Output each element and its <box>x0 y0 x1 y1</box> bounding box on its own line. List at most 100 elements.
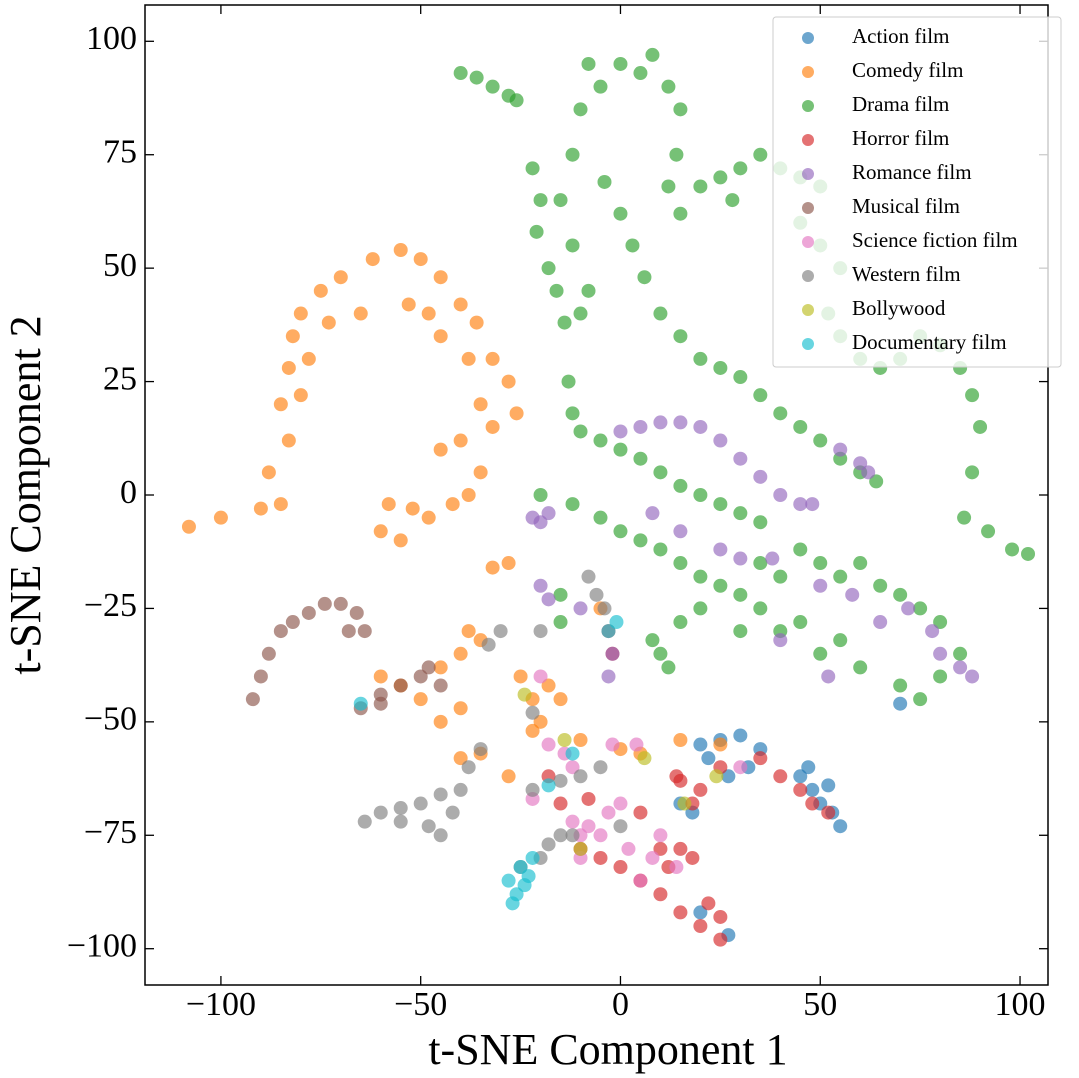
point <box>965 388 980 403</box>
point <box>461 488 476 502</box>
point <box>313 283 328 298</box>
point <box>629 737 644 752</box>
point <box>293 388 308 403</box>
point <box>433 329 448 344</box>
point <box>673 556 688 571</box>
legend-label: Action film <box>852 24 949 48</box>
point <box>573 424 588 439</box>
point <box>845 587 860 602</box>
point <box>533 624 548 639</box>
point <box>653 841 668 856</box>
y-tick-label: 25 <box>103 360 137 397</box>
point <box>549 283 564 298</box>
point <box>561 374 576 389</box>
point <box>1005 542 1020 557</box>
point <box>261 465 276 480</box>
point <box>773 569 788 584</box>
point <box>753 601 768 616</box>
point <box>553 796 568 811</box>
point <box>713 497 728 512</box>
point <box>633 66 648 81</box>
point <box>453 782 468 797</box>
point <box>513 669 528 684</box>
point <box>525 705 540 720</box>
legend-label: Western film <box>852 262 961 286</box>
point <box>953 646 968 661</box>
point <box>805 796 820 811</box>
x-tick-label: 0 <box>612 986 629 1023</box>
point <box>581 791 596 806</box>
point <box>565 828 580 843</box>
point <box>453 297 468 312</box>
point <box>753 147 768 162</box>
point <box>273 397 288 412</box>
point <box>733 760 748 775</box>
point <box>373 805 388 820</box>
legend-marker <box>802 236 814 248</box>
point <box>933 615 948 630</box>
point <box>301 351 316 366</box>
point <box>605 737 620 752</box>
point <box>693 782 708 797</box>
point <box>485 419 500 434</box>
x-tick-label: −50 <box>394 986 447 1023</box>
point <box>793 769 808 784</box>
y-axis-label: t-SNE Component 2 <box>1 315 50 674</box>
point <box>633 533 648 548</box>
point <box>381 497 396 512</box>
legend-label: Horror film <box>852 126 949 150</box>
point <box>713 737 728 752</box>
legend-box <box>772 16 1062 368</box>
point <box>453 751 468 766</box>
point <box>773 769 788 784</box>
point <box>393 533 408 548</box>
legend-label: Science fiction film <box>852 228 1018 252</box>
point <box>525 850 540 865</box>
point <box>893 696 908 711</box>
point <box>469 315 484 330</box>
point <box>613 206 628 221</box>
point <box>285 329 300 344</box>
point <box>713 170 728 185</box>
point <box>453 701 468 716</box>
point <box>625 238 640 253</box>
point <box>453 433 468 448</box>
point <box>645 506 660 521</box>
point <box>473 397 488 412</box>
point <box>661 79 676 94</box>
legend-marker <box>802 168 814 180</box>
point <box>273 624 288 639</box>
point <box>813 646 828 661</box>
point <box>605 646 620 661</box>
point <box>593 850 608 865</box>
point <box>285 615 300 630</box>
point <box>821 669 836 684</box>
point <box>693 179 708 194</box>
point <box>593 433 608 448</box>
point <box>581 56 596 71</box>
point <box>509 93 524 108</box>
point <box>765 551 780 566</box>
point <box>793 497 808 512</box>
point <box>685 850 700 865</box>
point <box>673 329 688 344</box>
y-tick-label: 100 <box>86 20 137 57</box>
point <box>373 524 388 539</box>
point <box>445 805 460 820</box>
point <box>433 714 448 729</box>
point <box>357 814 372 829</box>
point <box>613 424 628 439</box>
point <box>433 270 448 285</box>
x-tick-label: 100 <box>995 986 1046 1023</box>
point <box>821 778 836 793</box>
point <box>509 406 524 421</box>
legend-marker <box>802 338 814 350</box>
point <box>461 760 476 775</box>
point <box>373 669 388 684</box>
point <box>609 615 624 630</box>
point <box>801 760 816 775</box>
point <box>333 596 348 611</box>
point <box>541 737 556 752</box>
point <box>281 360 296 375</box>
